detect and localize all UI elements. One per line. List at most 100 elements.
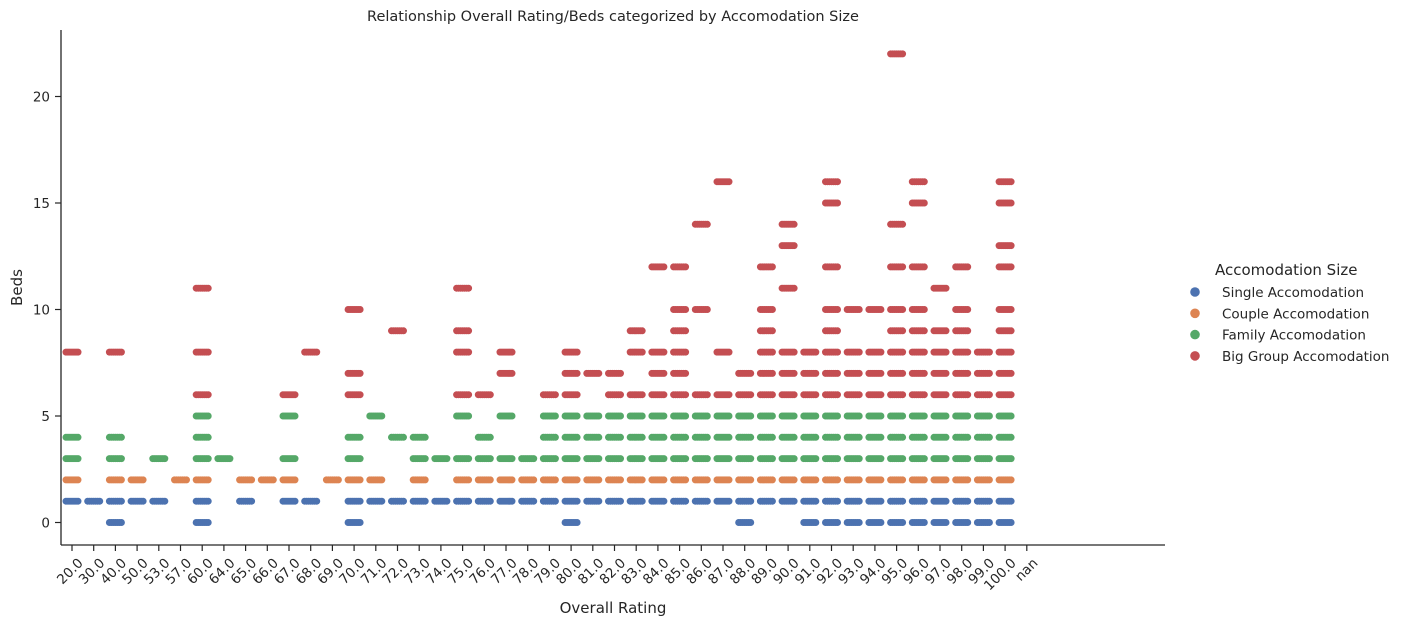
data-point [105,348,125,356]
data-point [800,519,820,526]
data-point [778,348,798,356]
data-point [865,412,885,420]
data-point [930,433,950,441]
data-point [908,348,928,356]
data-point [366,476,386,484]
data-point [691,433,711,441]
y-tick-label: 20 [33,90,50,106]
data-point [908,263,928,271]
data-point [952,306,972,313]
data-point [930,369,950,377]
data-point [930,391,950,399]
data-point [756,391,776,399]
data-point [192,455,212,463]
data-point [105,497,125,505]
data-point [930,348,950,356]
data-point [474,391,494,399]
data-point [865,455,885,463]
data-point [453,455,473,463]
data-point [908,178,928,186]
data-point [822,433,841,441]
data-point [670,497,690,505]
y-tick-label: 15 [33,196,50,212]
legend-label: Single Accomodation [1222,285,1364,301]
data-point [822,327,841,335]
data-point [865,348,885,356]
data-point [952,369,972,377]
data-point [952,412,972,420]
data-point [930,476,950,484]
data-point [952,476,972,484]
data-point [279,497,299,505]
data-point [887,433,907,441]
data-point [908,369,928,377]
data-point [778,284,798,292]
data-point [908,391,928,399]
data-point [952,433,972,441]
data-point [453,497,473,505]
legend-label: Big Group Accomodation [1222,349,1389,365]
data-point [192,348,212,356]
data-point [561,455,581,463]
data-point [865,476,885,484]
data-point [474,476,494,484]
data-point [995,433,1015,441]
data-point [670,455,690,463]
data-point [973,433,993,441]
data-point [626,391,646,399]
data-point [756,369,776,377]
data-point [453,348,473,356]
data-point [952,348,972,356]
data-point [453,412,473,420]
data-point [865,433,885,441]
data-point [995,327,1015,335]
data-point [756,412,776,420]
data-point [973,455,993,463]
data-point [236,476,256,484]
data-point [843,412,863,420]
data-point [843,306,863,313]
data-point [62,455,82,463]
data-point [713,348,733,356]
data-point [279,412,299,420]
data-point [301,497,321,505]
data-point [800,455,820,463]
axes-layer: 0510152020.030.040.050.053.057.060.064.0… [33,30,1165,594]
data-point [908,497,928,505]
data-point [995,178,1015,186]
data-point [496,412,516,420]
data-point [756,497,776,505]
data-point [691,306,711,313]
data-point [670,476,690,484]
data-point [887,497,907,505]
data-point [105,433,125,441]
data-point [605,433,624,441]
data-point [344,391,364,399]
data-point [322,476,342,484]
data-point [539,497,559,505]
data-point [301,348,321,356]
data-point [756,348,776,356]
data-point [605,369,624,377]
data-point [995,242,1015,250]
data-point [778,369,798,377]
data-point [973,369,993,377]
data-point [474,433,494,441]
data-point [822,455,841,463]
data-point [822,369,841,377]
data-point [648,348,668,356]
data-point [973,391,993,399]
data-point [887,519,907,526]
data-point [800,476,820,484]
data-point [865,369,885,377]
data-point [561,369,581,377]
data-point [691,497,711,505]
data-point [474,455,494,463]
data-point [756,306,776,313]
data-point [800,391,820,399]
data-point [149,497,169,505]
data-point [756,455,776,463]
data-point [930,412,950,420]
data-point [887,369,907,377]
data-point [127,497,147,505]
